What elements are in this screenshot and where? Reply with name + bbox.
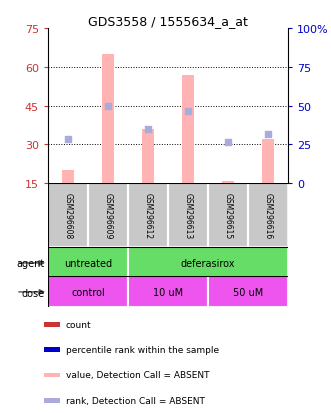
Bar bbox=[128, 277, 208, 308]
Text: GSM296612: GSM296612 bbox=[143, 193, 153, 239]
Text: agent: agent bbox=[17, 258, 45, 268]
Bar bbox=[208, 184, 248, 248]
Point bbox=[265, 131, 271, 138]
Text: control: control bbox=[71, 287, 105, 297]
Title: GDS3558 / 1555634_a_at: GDS3558 / 1555634_a_at bbox=[88, 15, 248, 28]
Text: GSM296608: GSM296608 bbox=[64, 193, 72, 239]
Text: GSM296613: GSM296613 bbox=[183, 193, 193, 239]
Text: 50 uM: 50 uM bbox=[233, 287, 263, 297]
Bar bbox=[182, 75, 194, 184]
Bar bbox=[142, 130, 154, 184]
Text: count: count bbox=[66, 320, 92, 329]
Bar bbox=[222, 181, 234, 184]
Text: GSM296609: GSM296609 bbox=[104, 192, 113, 239]
Text: rank, Detection Call = ABSENT: rank, Detection Call = ABSENT bbox=[66, 396, 205, 405]
Bar bbox=[128, 248, 288, 279]
Text: 10 uM: 10 uM bbox=[153, 287, 183, 297]
Bar bbox=[62, 171, 73, 184]
Bar bbox=[44, 322, 60, 327]
Point bbox=[225, 139, 231, 146]
Bar bbox=[48, 184, 88, 248]
Bar bbox=[168, 184, 208, 248]
Text: GSM296616: GSM296616 bbox=[263, 193, 272, 239]
Point bbox=[185, 108, 191, 115]
Text: untreated: untreated bbox=[64, 258, 112, 268]
Text: dose: dose bbox=[22, 288, 45, 298]
Text: GSM296615: GSM296615 bbox=[223, 193, 232, 239]
Bar bbox=[48, 248, 128, 279]
Bar bbox=[88, 184, 128, 248]
Text: deferasirox: deferasirox bbox=[181, 258, 235, 268]
Text: value, Detection Call = ABSENT: value, Detection Call = ABSENT bbox=[66, 370, 210, 380]
Bar bbox=[128, 184, 168, 248]
Text: percentile rank within the sample: percentile rank within the sample bbox=[66, 345, 219, 354]
Bar bbox=[44, 373, 60, 377]
Bar bbox=[248, 184, 288, 248]
Bar bbox=[48, 277, 128, 308]
Bar bbox=[102, 55, 114, 184]
Bar bbox=[208, 277, 288, 308]
Bar bbox=[44, 347, 60, 352]
Bar bbox=[262, 140, 273, 184]
Bar bbox=[44, 398, 60, 403]
Point bbox=[65, 137, 71, 143]
Point bbox=[145, 126, 151, 133]
Point bbox=[105, 103, 111, 109]
